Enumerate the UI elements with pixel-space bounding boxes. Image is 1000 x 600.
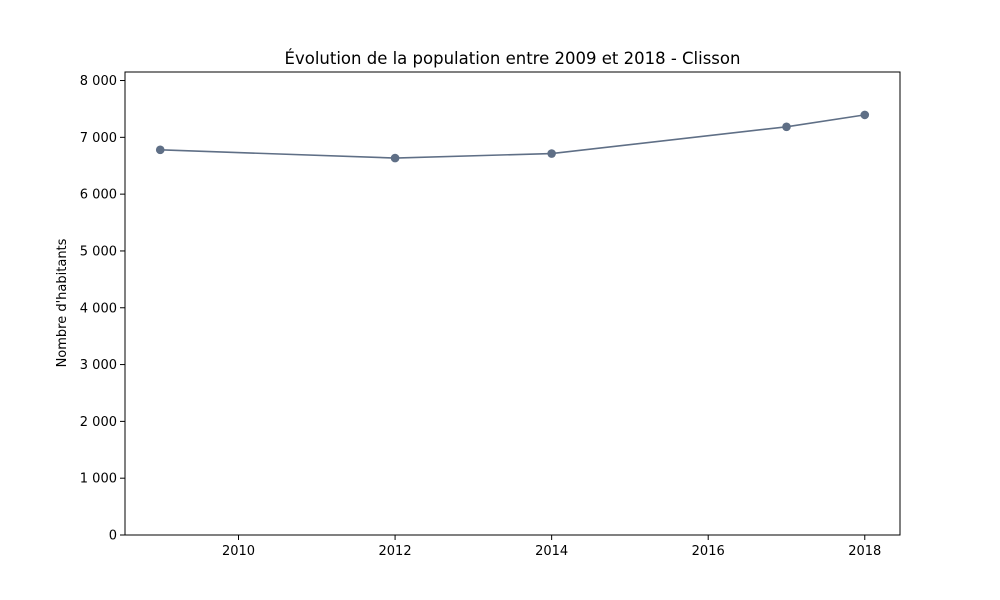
data-point xyxy=(155,145,165,155)
y-tick-label: 6 000 xyxy=(80,188,117,203)
series-group xyxy=(155,110,870,163)
x-tick-label: 2012 xyxy=(379,544,412,559)
y-tick-label: 5 000 xyxy=(80,244,117,259)
series-line xyxy=(160,114,865,159)
y-axis: 0 1 000 2 000 3 000 4 000 5 000 6 000 7 000 8 00… xyxy=(80,74,125,544)
chart-title: Évolution de la population entre 2009 et… xyxy=(285,49,741,68)
y-tick-label: 8 000 xyxy=(80,74,117,89)
x-tick-label: 2016 xyxy=(692,544,725,559)
y-tick-label: 2 000 xyxy=(80,415,117,430)
plot-frame xyxy=(124,71,901,536)
x-tick-label: 2010 xyxy=(222,544,255,559)
y-tick-label: 0 xyxy=(109,529,117,544)
y-tick-label: 1 000 xyxy=(80,472,117,487)
y-tick-label: 3 000 xyxy=(80,358,117,373)
data-point xyxy=(860,110,870,120)
y-axis-title: Nombre d'habitants xyxy=(55,238,70,367)
x-tick-label: 2018 xyxy=(848,544,881,559)
data-point xyxy=(547,149,556,158)
data-point xyxy=(782,122,791,132)
y-tick-label: 7 000 xyxy=(80,131,117,146)
x-tick-label: 2014 xyxy=(535,544,568,559)
x-axis: 2010 2012 2014 2016 2018 xyxy=(222,535,881,559)
data-point xyxy=(390,153,400,163)
y-tick-label: 4 000 xyxy=(80,301,117,316)
